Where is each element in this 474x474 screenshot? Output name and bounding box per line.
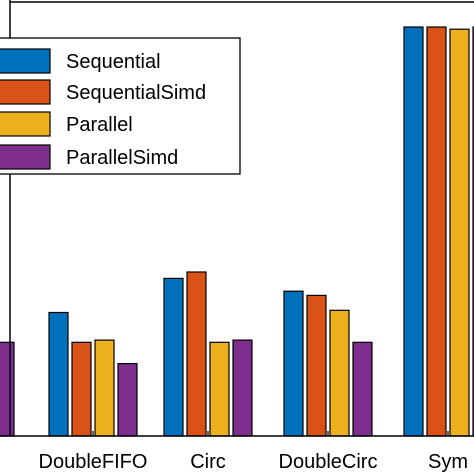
legend-swatch-sequentialsimd — [0, 79, 51, 105]
bar-sequential-2 — [163, 277, 184, 437]
bar-parallel-2 — [209, 341, 230, 437]
bar-parallel-3 — [329, 309, 350, 437]
bar-parallelsimd-3 — [352, 341, 373, 437]
bars-layer — [0, 26, 474, 437]
legend-label-parallelsimd: ParallelSimd — [66, 147, 178, 169]
legend-swatch-sequential — [0, 48, 51, 74]
bar-parallel-1 — [94, 339, 115, 437]
bar-parallelsimd-2 — [232, 339, 253, 437]
bar-sequentialsimd-3 — [306, 294, 327, 437]
x-tick-label-2: Circ — [190, 451, 226, 473]
bar-sequentialsimd-2 — [186, 271, 207, 437]
bar-parallel-4 — [449, 28, 470, 437]
legend-swatch-parallel — [0, 111, 51, 137]
bar-sequentialsimd-1 — [71, 341, 92, 437]
legend-swatch-parallelsimd — [0, 144, 51, 170]
bar-sequential-1 — [48, 311, 69, 437]
bar-parallelsimd-0 — [0, 341, 15, 437]
legend-label-parallel: Parallel — [66, 114, 133, 136]
bar-parallelsimd-1 — [117, 363, 138, 437]
tick-labels: DoubleFIFO Circ DoubleCirc Sym — [39, 451, 468, 473]
x-tick-label-3: DoubleCirc — [279, 451, 378, 473]
legend-label-sequentialsimd: SequentialSimd — [66, 82, 206, 104]
bar-sequential-3 — [283, 290, 304, 437]
x-tick-label-4: Sym — [428, 451, 468, 473]
legend: Sequential SequentialSimd Parallel Parallel… — [0, 37, 241, 175]
legend-label-sequential: Sequential — [66, 51, 161, 73]
x-tick-label-1: DoubleFIFO — [39, 451, 148, 473]
bar-sequential-4 — [403, 26, 424, 437]
bar-sequentialsimd-4 — [426, 26, 447, 437]
